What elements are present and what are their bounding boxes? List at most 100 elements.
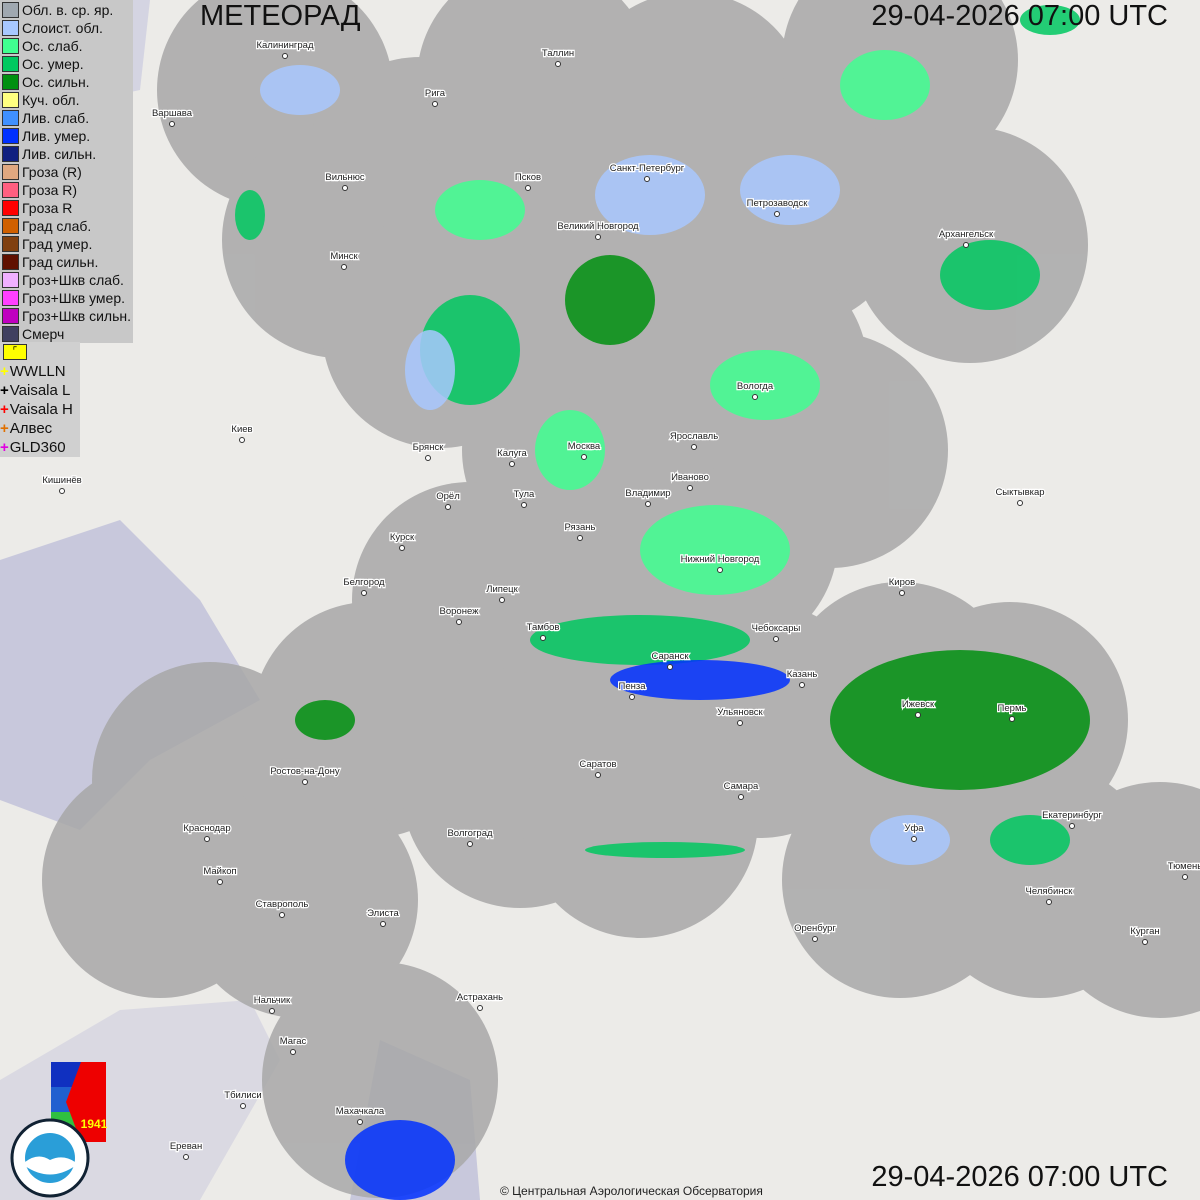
city-dot: [963, 242, 969, 248]
lightning-item[interactable]: +GLD360: [0, 438, 80, 457]
radar-range: [1042, 782, 1200, 1018]
city: Липецк: [485, 583, 520, 603]
city-dot: [521, 502, 527, 508]
legend-label: Град умер.: [22, 236, 93, 252]
city-dot: [499, 597, 505, 603]
legend-label: Гроз+Шкв умер.: [22, 290, 126, 306]
city: Киров: [888, 576, 916, 596]
city-dot: [595, 234, 601, 240]
legend-label: Гроза (R): [22, 164, 82, 180]
lightning-label: GLD360: [9, 439, 66, 456]
city: Пермь: [996, 702, 1028, 722]
legend-swatch: [2, 56, 19, 72]
radar-range: [42, 762, 278, 998]
city: Магас: [278, 1035, 308, 1055]
city-dot: [509, 461, 515, 467]
city-name: Нижний Новгород: [681, 554, 760, 565]
echo-area: [710, 350, 820, 420]
city-dot: [577, 535, 583, 541]
legend-swatch: [2, 2, 19, 18]
legend-swatch: [2, 110, 19, 126]
city-name: Тбилиси: [224, 1090, 261, 1101]
legend-swatch: [2, 326, 19, 342]
legend-swatch: [2, 20, 19, 36]
city: Ростов-на-Дону: [269, 765, 341, 785]
city-name: Ульяновск: [717, 707, 763, 718]
city-name: Белгород: [343, 577, 385, 588]
city-dot: [595, 772, 601, 778]
city-dot: [687, 485, 693, 491]
city: Воронеж: [438, 605, 480, 625]
city-dot: [1182, 874, 1188, 880]
city-dot: [629, 694, 635, 700]
cross-icon: +: [0, 401, 9, 418]
city-dot: [581, 454, 587, 460]
lightning-item[interactable]: +Vaisala H: [0, 400, 80, 419]
echo-area: [640, 505, 790, 595]
city: Варшава: [151, 107, 194, 127]
city: Киев: [230, 423, 254, 443]
city-dot: [357, 1119, 363, 1125]
city-dot: [738, 794, 744, 800]
city-name: Рязань: [564, 522, 595, 533]
legend-swatch: [2, 128, 19, 144]
city: Оренбург: [793, 922, 838, 942]
city-dot: [204, 836, 210, 842]
city-dot: [774, 211, 780, 217]
city-name: Чебоксары: [752, 623, 801, 634]
city-name: Иваново: [671, 472, 709, 483]
city-name: Воронеж: [440, 606, 480, 617]
legend-swatch: [2, 92, 19, 108]
legend-label: Град сильн.: [22, 254, 99, 270]
cross-icon: +: [0, 363, 9, 380]
city-dot: [432, 101, 438, 107]
city-dot: [169, 121, 175, 127]
city: Тбилиси: [223, 1089, 263, 1109]
city-name: Липецк: [486, 584, 518, 595]
echo-area: [870, 815, 950, 865]
city-dot: [456, 619, 462, 625]
city: Элиста: [366, 907, 401, 927]
legend-label: Ос. умер.: [22, 56, 84, 72]
city: Саранск: [650, 650, 691, 670]
city: Астрахань: [456, 991, 504, 1011]
city-name: Пермь: [998, 703, 1027, 714]
legend-item: Лив. умер.: [0, 127, 133, 145]
lightning-label: Алвес: [9, 420, 53, 437]
city-dot: [380, 921, 386, 927]
city-dot: [1142, 939, 1148, 945]
lightning-item[interactable]: +Vaisala L: [0, 381, 80, 400]
city-dot: [645, 501, 651, 507]
legend-item: Смерч: [0, 325, 133, 343]
city-name: Волгоград: [447, 828, 493, 839]
legend-item: Куч. обл.: [0, 91, 133, 109]
city: Курск: [389, 531, 416, 551]
echo-area: [345, 1120, 455, 1200]
echo-area: [990, 815, 1070, 865]
legend-swatch: [2, 308, 19, 324]
city-dot: [1046, 899, 1052, 905]
flag-icon[interactable]: ⌜: [3, 344, 27, 360]
city: Таллин: [541, 47, 575, 67]
city-name: Вильнюс: [325, 172, 365, 183]
city-dot: [425, 455, 431, 461]
city: Самара: [722, 780, 760, 800]
city: Сыктывкар: [994, 486, 1046, 506]
lightning-item[interactable]: +Алвес: [0, 419, 80, 438]
legend-item: Лив. слаб.: [0, 109, 133, 127]
city-dot: [752, 394, 758, 400]
city: Екатеринбург: [1041, 809, 1104, 829]
lightning-item[interactable]: +WWLLN: [0, 362, 80, 381]
city: Краснодар: [182, 822, 232, 842]
legend-swatch: [2, 254, 19, 270]
legend-item: Ос. слаб.: [0, 37, 133, 55]
city: Санкт-Петербург: [608, 162, 686, 182]
echo-area: [530, 615, 750, 665]
legend-swatch: [2, 38, 19, 54]
precipitation-echoes: [235, 5, 1090, 1200]
legend-swatch: [2, 164, 19, 180]
city-dot: [342, 185, 348, 191]
lightning-legend: ⌜ +WWLLN +Vaisala L +Vaisala H +Алвес +GLD36…: [0, 342, 80, 457]
legend-swatch: [2, 182, 19, 198]
